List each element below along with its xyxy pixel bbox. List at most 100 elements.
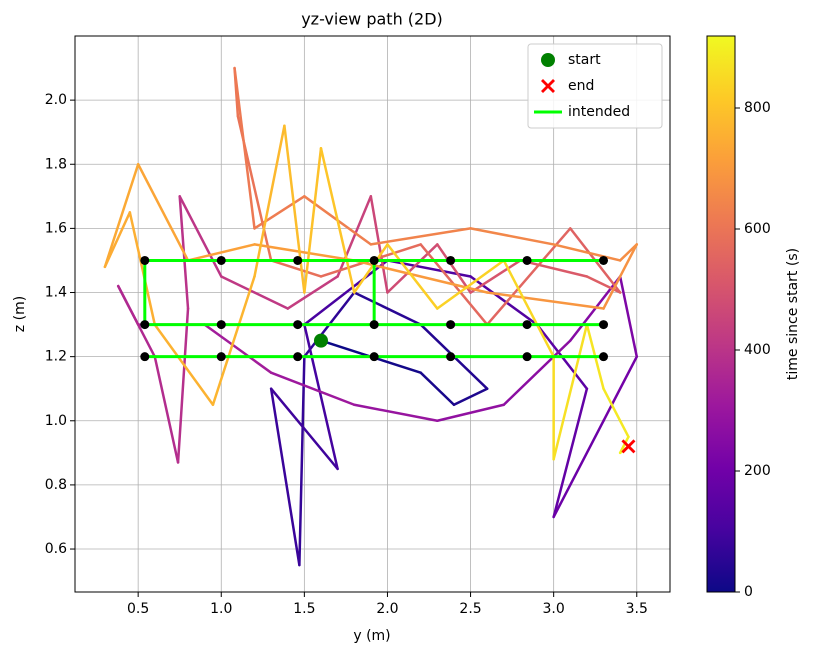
legend-label: end	[568, 78, 594, 94]
waypoint	[599, 320, 609, 330]
path-segment	[269, 259, 323, 278]
path-segment	[253, 243, 356, 262]
path-segment	[153, 355, 180, 464]
x-tick-label: 3.0	[543, 601, 565, 617]
path-segment	[336, 195, 373, 278]
path-segment	[436, 403, 506, 423]
path-segment	[502, 259, 555, 358]
path-segment	[116, 284, 157, 358]
path-segment	[178, 195, 223, 278]
path-segment	[369, 195, 389, 294]
path-segment	[233, 66, 256, 230]
start-marker	[313, 333, 328, 348]
waypoint	[446, 352, 456, 362]
waypoint	[522, 255, 532, 265]
path-segment	[253, 124, 286, 278]
legend-end-marker	[541, 79, 555, 93]
path-segment	[352, 403, 439, 423]
path-segment	[352, 291, 422, 326]
waypoint	[522, 352, 532, 362]
legend-box	[527, 43, 663, 129]
y-tick-label: 1.2	[45, 349, 67, 365]
path-segment	[386, 243, 439, 294]
waypoint	[293, 320, 303, 330]
waypoint	[446, 320, 456, 330]
colorbar-tick-label: 400	[744, 342, 771, 358]
path-segment	[618, 435, 630, 455]
path-segment	[269, 387, 301, 567]
path-segment	[136, 163, 190, 262]
colorbar-tick-label: 0	[744, 584, 753, 600]
path-segment	[386, 243, 439, 310]
waypoint	[216, 255, 226, 265]
waypoint	[599, 352, 609, 362]
waypoint	[293, 352, 303, 362]
y-tick-label: 1.6	[45, 220, 67, 236]
path-segment	[369, 227, 472, 246]
path-segment	[552, 243, 622, 262]
waypoint	[216, 352, 226, 362]
path-segment	[618, 275, 639, 358]
x-tick-label: 2.0	[376, 601, 398, 617]
path-segment	[602, 355, 639, 423]
colorbar-tick-label: 600	[744, 221, 771, 237]
path-segment	[602, 243, 639, 310]
end-marker	[621, 439, 636, 454]
legend-start-marker	[541, 53, 555, 67]
legend-label: intended	[568, 104, 630, 120]
waypoint	[446, 255, 456, 265]
path-segment	[352, 243, 389, 294]
path-segment	[186, 243, 256, 262]
path-segment	[485, 291, 605, 310]
y-tick-label: 1.0	[45, 413, 67, 429]
colorbar-label: time since start (s)	[785, 248, 801, 380]
path-segment	[419, 371, 456, 406]
path-segment	[552, 387, 589, 519]
x-axis-label: y (m)	[353, 628, 390, 644]
path-segment	[552, 419, 605, 519]
path-segment	[103, 211, 132, 269]
path-segment	[469, 227, 555, 246]
legend-label: start	[568, 52, 601, 68]
path-segment	[176, 307, 190, 464]
path-segment	[436, 259, 506, 310]
waypoint	[599, 255, 609, 265]
path-segment	[502, 339, 572, 406]
x-tick-label: 1.0	[210, 601, 232, 617]
path-segment	[286, 275, 339, 310]
path-segment	[220, 275, 289, 310]
path-segment	[103, 163, 140, 269]
colorbar-tick-label: 800	[744, 100, 771, 116]
y-tick-label: 1.4	[45, 285, 67, 301]
path-segment	[269, 371, 356, 406]
path-segment	[269, 387, 339, 471]
waypoint	[369, 352, 379, 362]
path-segment	[519, 259, 589, 278]
path-segment	[203, 323, 273, 374]
path-segment	[153, 323, 215, 406]
path-segment	[211, 275, 256, 406]
path-segment	[303, 323, 339, 471]
colorbar-tick-label: 200	[744, 463, 771, 479]
path-segment	[452, 387, 489, 406]
x-tick-label: 1.5	[293, 601, 315, 617]
waypoint	[293, 255, 303, 265]
path-segment	[602, 387, 630, 439]
path-segment	[436, 243, 472, 294]
y-tick-label: 0.8	[45, 477, 67, 493]
plot-frame	[74, 35, 671, 593]
waypoint	[369, 255, 379, 265]
waypoint	[216, 320, 226, 330]
path-segment	[319, 339, 373, 358]
path-segment	[319, 146, 356, 294]
path-segment	[369, 355, 422, 374]
waypoint	[522, 320, 532, 330]
path-segment	[552, 323, 589, 461]
y-axis-label: z (m)	[12, 296, 28, 332]
y-tick-label: 1.8	[45, 156, 67, 172]
x-tick-label: 0.5	[127, 601, 149, 617]
waypoint	[369, 320, 379, 330]
path-segment	[303, 146, 323, 294]
path-segment	[298, 355, 306, 567]
